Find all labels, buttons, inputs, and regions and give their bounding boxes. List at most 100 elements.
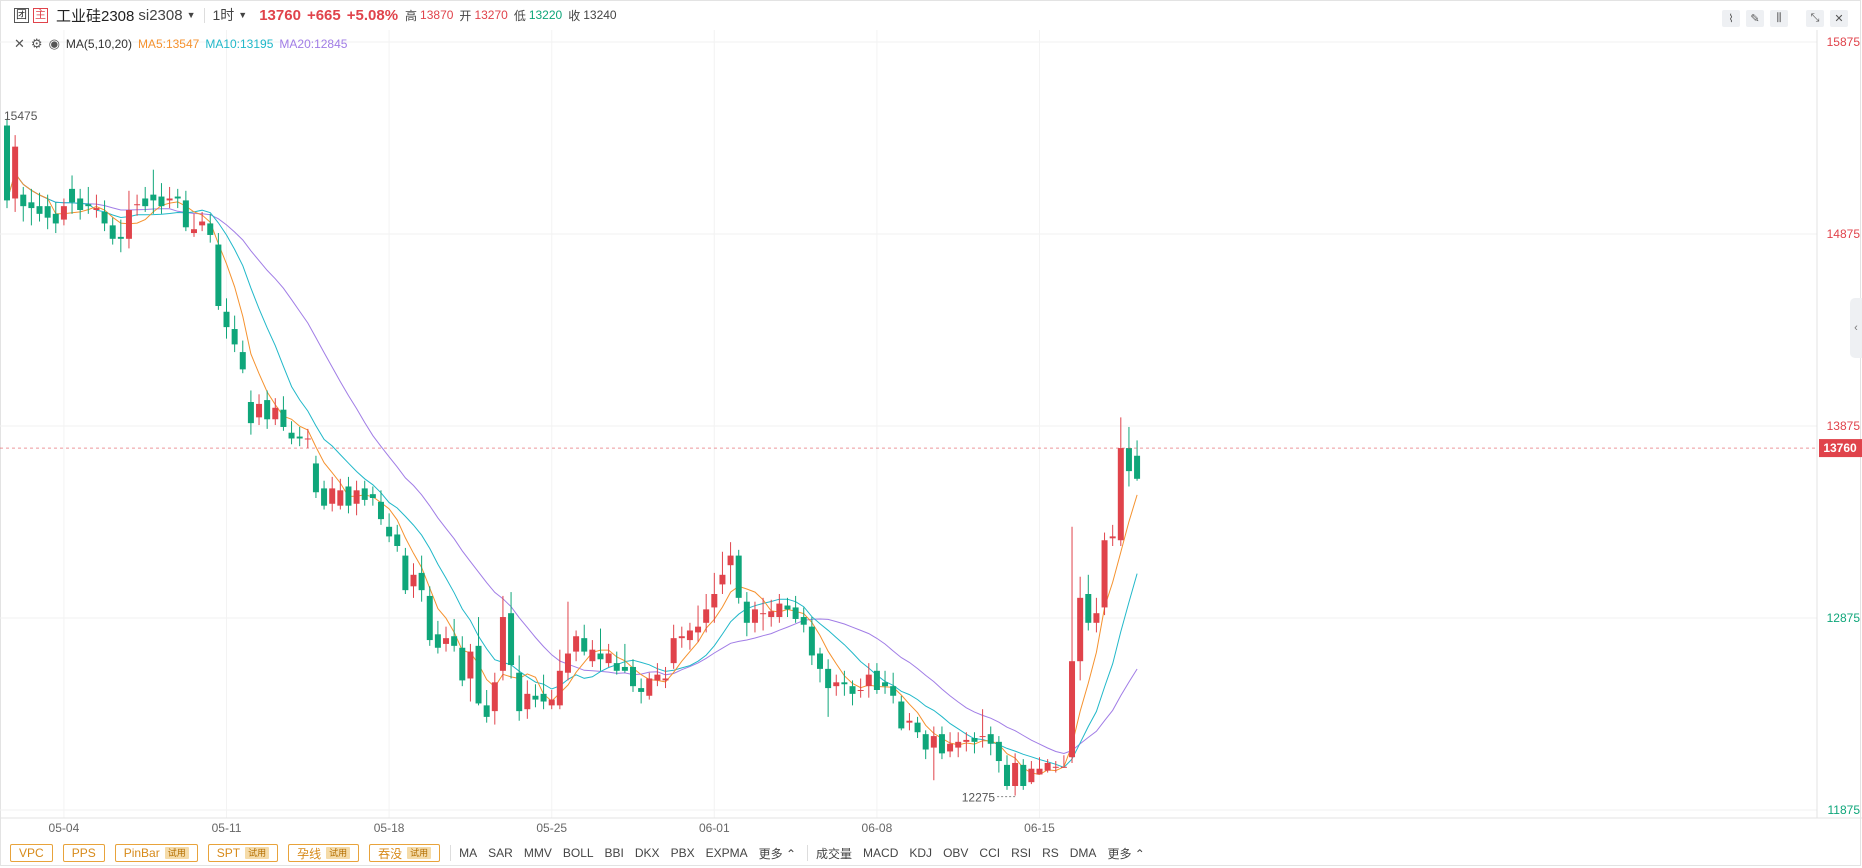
candle-body <box>955 741 962 748</box>
candle-body <box>768 611 775 618</box>
candle-body <box>239 352 246 370</box>
price-change: +665 <box>306 6 341 24</box>
candle-body <box>630 666 637 687</box>
candle-body <box>483 705 490 717</box>
candle-body <box>377 501 384 520</box>
close-label: 收 <box>568 8 581 23</box>
indicator-cci[interactable]: CCI <box>979 846 1001 860</box>
more-label: 更多 <box>758 846 783 861</box>
option-pps[interactable]: PPS <box>62 844 105 862</box>
option-spt[interactable]: SPT 试用 <box>207 844 279 862</box>
candle-body <box>443 638 450 644</box>
candle-body <box>735 555 742 598</box>
candle-style-icon[interactable]: ⫼ <box>1770 10 1788 27</box>
candle-body <box>825 668 832 689</box>
option-inside-bar[interactable]: 孕线 试用 <box>288 844 360 862</box>
chevron-up-icon: ⌃ <box>1134 846 1145 861</box>
candle-body <box>20 194 27 207</box>
settings-icon[interactable]: ⚙ <box>30 36 43 51</box>
candle-body <box>817 653 823 669</box>
candle-body <box>369 494 376 498</box>
indicator-ma[interactable]: MA <box>459 846 478 860</box>
candle-body <box>792 607 799 619</box>
candle-body <box>93 208 100 210</box>
indicator-expma[interactable]: EXPMA <box>705 846 748 860</box>
period-dropdown-icon[interactable]: ▼ <box>238 10 248 20</box>
x-tick-label: 06-08 <box>862 821 893 835</box>
option-engulfing[interactable]: 吞没 试用 <box>369 844 441 862</box>
candle-body <box>573 636 580 652</box>
more-sub-indicators[interactable]: 更多 ⌃ <box>1107 845 1144 862</box>
candle-body <box>1069 661 1076 758</box>
indicator-sar[interactable]: SAR <box>488 846 513 860</box>
indicator-dkx[interactable]: DKX <box>634 846 660 860</box>
option-pinbar[interactable]: PinBar 试用 <box>114 844 198 862</box>
indicator-toolbar: VPC PPS PinBar 试用 SPT 试用 孕线 试用 吞没 试用 MA SAR … <box>0 838 1862 868</box>
candle-body <box>499 617 506 671</box>
period-select[interactable]: 1时 <box>212 7 235 23</box>
candle-body <box>410 574 417 587</box>
x-tick-label: 06-15 <box>1024 821 1055 835</box>
candle-body <box>304 438 311 440</box>
candle-body <box>947 743 954 752</box>
high-value: 13870 <box>420 8 454 22</box>
close-icon[interactable]: ✕ <box>1830 10 1848 27</box>
close-indicator-icon[interactable]: ✕ <box>14 36 25 51</box>
candle-body <box>995 741 1002 762</box>
candle-body <box>597 653 604 660</box>
divider <box>807 845 809 861</box>
indicator-pbx[interactable]: PBX <box>670 846 695 860</box>
candle-body <box>979 736 986 738</box>
indicator-boll[interactable]: BOLL <box>562 846 594 860</box>
group-badge[interactable]: 团 <box>14 7 29 23</box>
x-tick-label: 05-04 <box>49 821 80 835</box>
candle-body <box>743 601 750 623</box>
candle-body <box>695 626 702 633</box>
indicator-rsi[interactable]: RSI <box>1011 846 1032 860</box>
indicator-kdj[interactable]: KDJ <box>909 846 933 860</box>
eye-icon[interactable]: ◉ <box>48 36 60 51</box>
candle-body <box>613 663 620 671</box>
more-main-indicators[interactable]: 更多 ⌃ <box>759 845 796 862</box>
ma-label: MA(5,10,20) <box>65 37 132 51</box>
candle-body <box>134 204 141 206</box>
chart-tools: ⌇ ✎ ⫼ ⤡ ✕ <box>1722 10 1848 27</box>
candle-body <box>418 572 425 591</box>
candle-body <box>963 739 970 742</box>
indicator-obv[interactable]: OBV <box>943 846 969 860</box>
candle-body <box>426 595 433 641</box>
candle-body <box>386 526 393 537</box>
chart-type-icon[interactable]: ⌇ <box>1722 10 1740 27</box>
collapse-panel-icon[interactable]: ‹ <box>1850 298 1862 358</box>
max-price-label: 15475 <box>4 109 38 123</box>
indicator-mmv[interactable]: MMV <box>523 846 552 860</box>
contract-name[interactable]: 工业硅2308 <box>56 7 135 25</box>
indicator-dma[interactable]: DMA <box>1069 846 1097 860</box>
candle-body <box>1109 536 1116 539</box>
candle-body <box>69 188 76 203</box>
price-change-pct: +5.08% <box>346 6 399 24</box>
candle-body <box>1028 768 1035 783</box>
candle-body <box>890 686 897 696</box>
candle-body <box>36 206 43 214</box>
candle-body <box>12 146 19 199</box>
indicator-rs[interactable]: RS <box>1042 846 1059 860</box>
draw-pen-icon[interactable]: ✎ <box>1746 10 1764 27</box>
main-contract-badge: 主 <box>33 7 48 23</box>
candle-body <box>857 690 864 691</box>
candle-body <box>654 674 661 681</box>
ma5-value: MA5:13547 <box>137 37 200 51</box>
option-vpc[interactable]: VPC <box>10 844 53 862</box>
indicator-volume[interactable]: 成交量 <box>816 846 853 861</box>
indicator-macd[interactable]: MACD <box>863 846 899 860</box>
candle-body <box>85 204 92 207</box>
last-price: 13760 <box>259 6 301 24</box>
indicator-bbi[interactable]: BBI <box>604 846 624 860</box>
contract-code[interactable]: si2308 <box>138 6 183 24</box>
candle-body <box>540 693 547 702</box>
shrink-icon[interactable]: ⤡ <box>1806 10 1824 27</box>
candle-body <box>922 734 929 750</box>
contract-dropdown-icon[interactable]: ▼ <box>186 10 196 20</box>
